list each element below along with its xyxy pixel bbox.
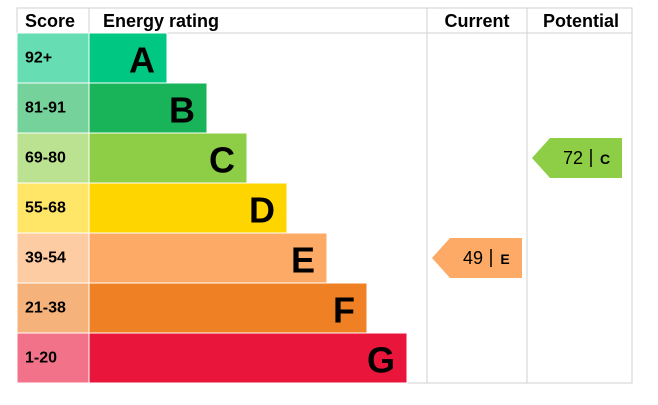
rating-letter: C	[209, 140, 235, 181]
header-score: Score	[25, 11, 75, 31]
score-cell	[16, 232, 90, 284]
current-arrow	[432, 238, 522, 278]
rating-letter: D	[249, 190, 275, 231]
score-label: 69-80	[25, 150, 66, 167]
rating-letter: E	[291, 240, 315, 281]
score-label: 81-91	[25, 100, 66, 117]
potential-rating: C	[600, 151, 610, 167]
rating-bar	[88, 282, 368, 334]
score-cell	[16, 132, 90, 184]
rating-bar	[88, 182, 288, 234]
score-label: 92+	[25, 50, 52, 67]
rating-bar	[88, 232, 328, 284]
score-label: 21-38	[25, 300, 66, 317]
current-value: 49	[463, 248, 483, 268]
header-rating: Energy rating	[103, 11, 219, 31]
rating-letter: F	[333, 290, 355, 331]
header-current: Current	[444, 11, 509, 31]
rating-letter: B	[169, 90, 195, 131]
current-rating: E	[500, 251, 509, 267]
rating-letter: G	[367, 340, 395, 381]
rating-bar	[88, 332, 408, 384]
potential-value: 72	[563, 148, 583, 168]
score-label: 39-54	[25, 250, 66, 267]
score-label: 55-68	[25, 200, 66, 217]
rating-bar	[88, 32, 168, 84]
score-cell	[16, 332, 90, 384]
rating-letter: A	[129, 40, 155, 81]
rating-bar	[88, 132, 248, 184]
header-potential: Potential	[543, 11, 619, 31]
potential-arrow	[532, 138, 622, 178]
score-cell	[16, 82, 90, 134]
rating-bar	[88, 82, 208, 134]
score-cell	[16, 282, 90, 334]
score-label: 1-20	[25, 350, 57, 367]
